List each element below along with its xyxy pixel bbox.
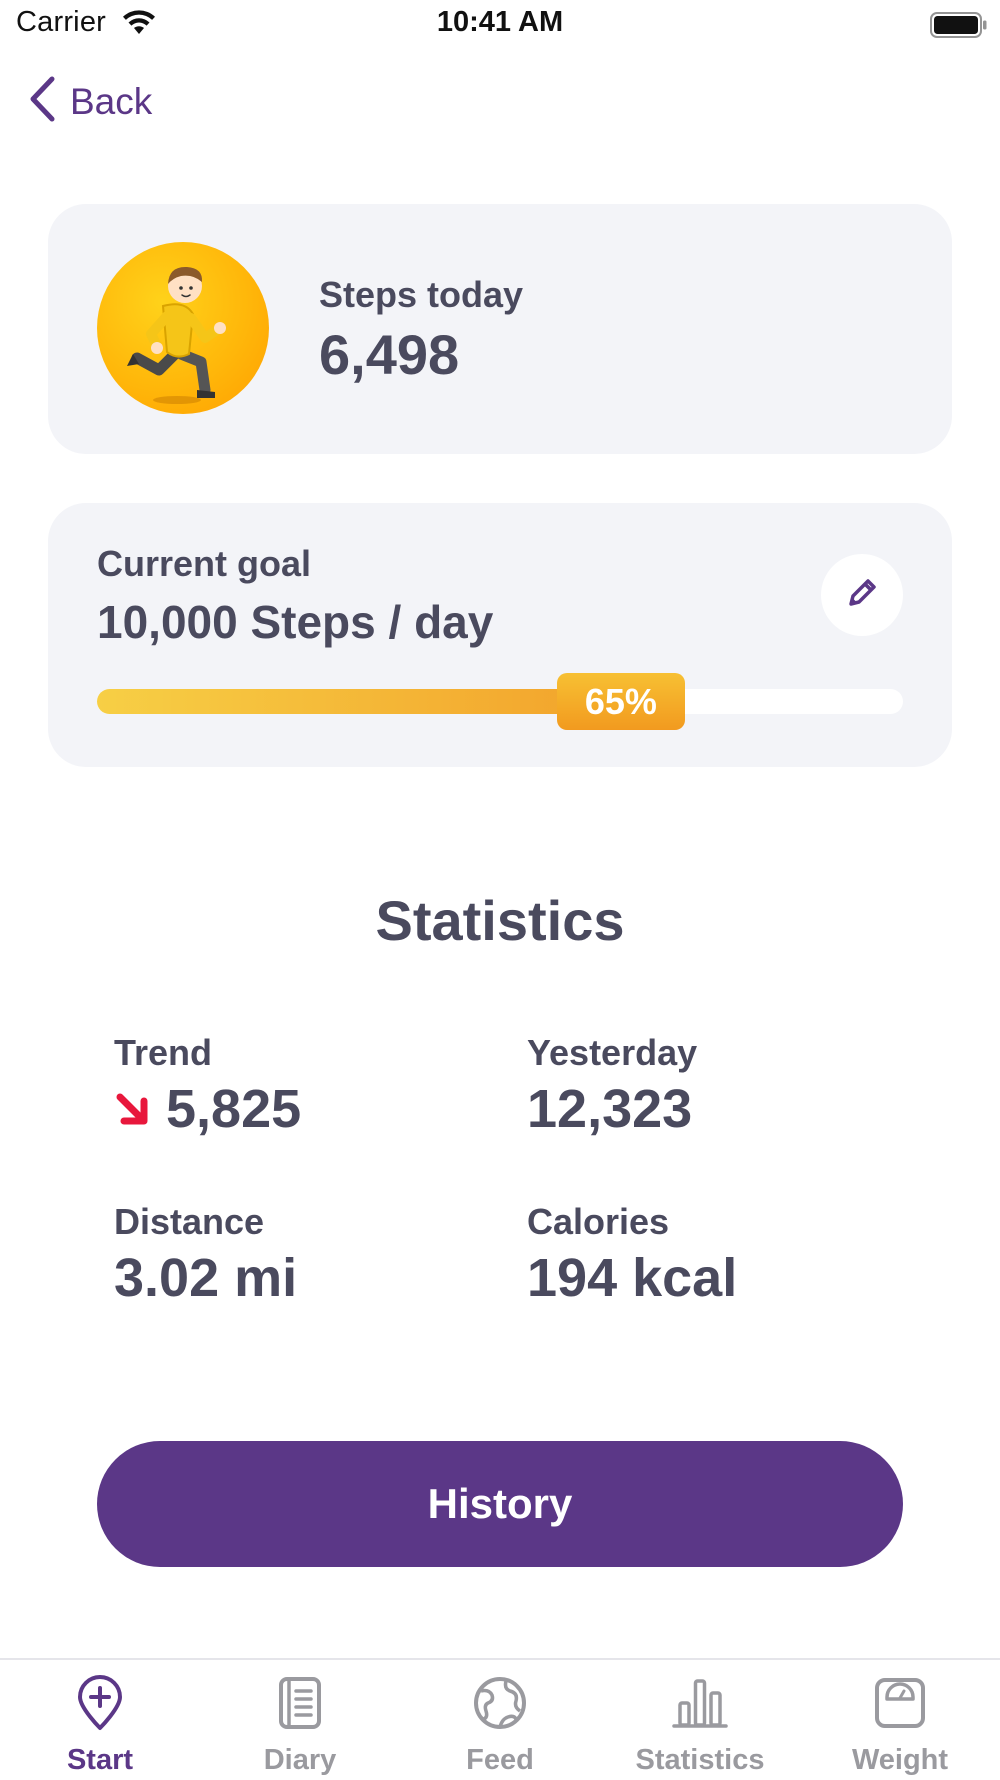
status-bar: Carrier 10:41 AM — [0, 0, 1000, 52]
goal-progress-bar: 65% — [97, 673, 903, 730]
carrier-label: Carrier — [16, 6, 107, 38]
trend-value: 5,825 — [166, 1079, 302, 1139]
edit-goal-button[interactable] — [821, 554, 903, 636]
chevron-left-icon — [28, 76, 56, 127]
trend-label: Trend — [114, 1032, 213, 1073]
tab-weight[interactable]: Weight — [800, 1674, 1000, 1777]
calories-value: 194 kcal — [527, 1248, 738, 1308]
back-button[interactable]: Back — [28, 76, 152, 127]
scale-icon — [874, 1674, 926, 1732]
map-pin-plus-icon — [76, 1674, 124, 1732]
stat-yesterday: Yesterday 12,323 — [527, 1032, 697, 1140]
battery-icon — [930, 12, 988, 43]
tab-start[interactable]: Start — [0, 1674, 200, 1777]
tab-feed[interactable]: Feed — [400, 1674, 600, 1777]
back-label: Back — [70, 80, 153, 122]
steps-today-card: Steps today 6,498 — [48, 204, 952, 454]
yesterday-value: 12,323 — [527, 1079, 693, 1139]
running-man-icon — [97, 242, 269, 414]
tab-bar: Start Diary Feed — [0, 1658, 1000, 1780]
tab-feed-label: Feed — [466, 1744, 534, 1776]
distance-label: Distance — [114, 1201, 265, 1242]
history-button[interactable]: History — [97, 1441, 903, 1567]
stat-calories: Calories 194 kcal — [527, 1201, 737, 1309]
wifi-icon — [122, 10, 156, 41]
current-goal-label: Current goal — [97, 543, 312, 584]
steps-today-value: 6,498 — [319, 323, 460, 386]
calories-label: Calories — [527, 1201, 670, 1242]
status-time: 10:41 AM — [436, 6, 564, 38]
current-goal-value: 10,000 Steps / day — [97, 596, 494, 648]
globe-icon — [472, 1674, 528, 1732]
tab-diary[interactable]: Diary — [200, 1674, 400, 1777]
current-goal-card: Current goal 10,000 Steps / day 65% — [48, 503, 952, 767]
diary-icon — [277, 1674, 323, 1732]
tab-diary-label: Diary — [263, 1744, 337, 1776]
steps-today-label: Steps today — [319, 274, 524, 315]
pencil-icon — [845, 576, 879, 615]
stat-distance: Distance 3.02 mi — [114, 1201, 297, 1309]
bar-chart-icon — [672, 1674, 728, 1732]
yesterday-label: Yesterday — [527, 1032, 698, 1073]
tab-weight-label: Weight — [851, 1744, 949, 1776]
stat-trend: Trend 5,825 — [114, 1032, 301, 1140]
trend-value-row: 5,825 — [114, 1078, 301, 1140]
tab-statistics[interactable]: Statistics — [600, 1674, 800, 1777]
goal-progress-fill — [97, 689, 621, 714]
arrow-down-right-icon — [114, 1078, 150, 1140]
statistics-title: Statistics — [375, 889, 625, 952]
goal-progress-badge: 65% — [556, 673, 685, 730]
tab-start-label: Start — [66, 1744, 134, 1776]
tab-statistics-label: Statistics — [635, 1744, 765, 1776]
distance-value: 3.02 mi — [114, 1248, 298, 1308]
